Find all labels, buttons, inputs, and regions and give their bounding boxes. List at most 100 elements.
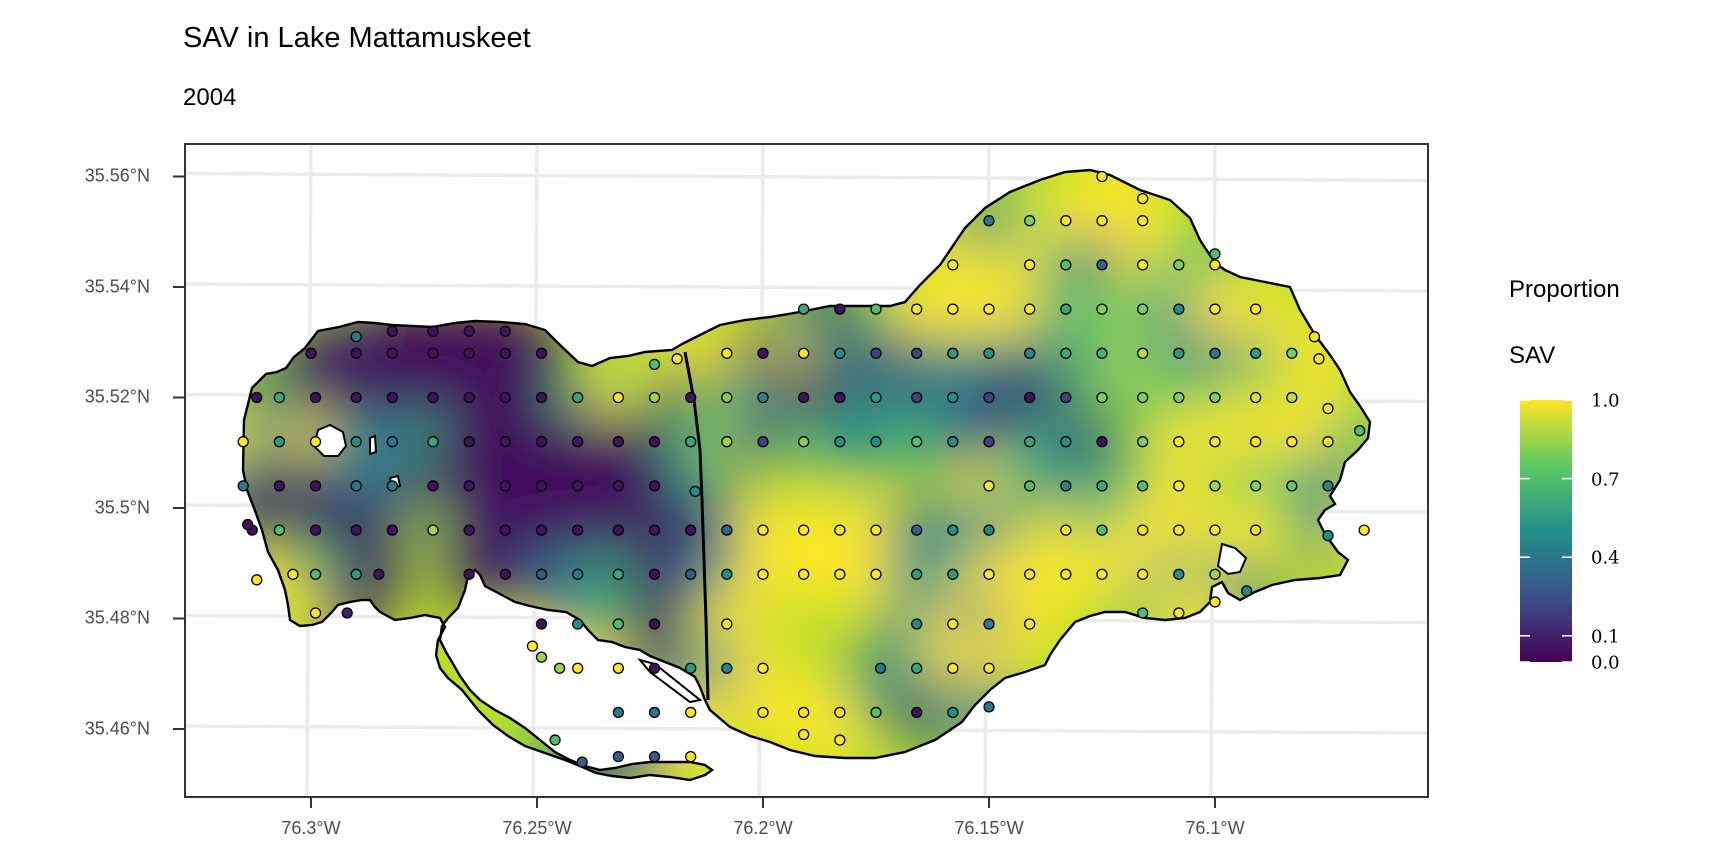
survey-point <box>1060 347 1072 359</box>
survey-point <box>612 568 625 580</box>
survey-point <box>798 436 810 448</box>
survey-point <box>983 215 995 227</box>
survey-point <box>251 574 263 586</box>
survey-point <box>1024 259 1036 271</box>
survey-point <box>757 436 769 448</box>
survey-point <box>1250 524 1262 536</box>
survey-point <box>1209 303 1221 315</box>
survey-point <box>757 568 769 580</box>
survey-point <box>1173 436 1185 448</box>
survey-point <box>463 568 475 580</box>
survey-point <box>1250 347 1262 359</box>
survey-point <box>648 358 661 371</box>
survey-point <box>947 436 959 448</box>
survey-point <box>685 524 697 536</box>
survey-point <box>1209 568 1221 580</box>
survey-point <box>798 303 810 315</box>
survey-point <box>983 436 995 448</box>
survey-point <box>350 480 362 492</box>
x-tick-label: 76.25°W <box>502 818 572 838</box>
survey-point <box>834 303 846 315</box>
survey-point <box>1209 436 1221 448</box>
survey-point <box>341 607 353 619</box>
survey-point <box>305 347 317 359</box>
survey-point <box>237 436 249 448</box>
survey-point <box>721 662 733 674</box>
y-tick-label: 35.56°N <box>84 165 150 186</box>
survey-point <box>983 618 995 630</box>
legend-tick-label: 0.7 <box>1591 469 1620 491</box>
survey-point <box>911 347 923 359</box>
survey-point <box>1137 607 1149 619</box>
survey-point <box>798 568 810 580</box>
survey-point <box>1096 391 1108 404</box>
survey-point <box>309 391 322 404</box>
survey-point <box>1096 303 1108 315</box>
survey-point <box>1313 353 1325 365</box>
survey-point <box>947 303 959 315</box>
survey-point <box>499 347 512 359</box>
survey-point <box>983 524 995 536</box>
survey-point <box>834 568 846 580</box>
survey-point <box>572 391 584 404</box>
survey-point <box>499 480 512 492</box>
survey-point <box>1137 391 1149 404</box>
survey-point <box>685 391 697 404</box>
survey-point <box>834 706 846 719</box>
x-tick-label: 76.2°W <box>733 818 793 838</box>
survey-point <box>798 391 810 404</box>
y-tick-label: 35.5°N <box>94 497 150 518</box>
survey-point <box>1137 192 1149 205</box>
survey-point <box>1250 303 1262 315</box>
survey-point <box>1209 259 1221 271</box>
survey-point <box>1209 391 1221 404</box>
survey-point <box>612 750 625 763</box>
survey-point <box>947 568 959 580</box>
survey-point <box>834 347 846 359</box>
survey-point <box>648 750 661 763</box>
survey-point <box>1096 568 1108 580</box>
survey-point <box>671 353 683 365</box>
y-tick-label: 35.48°N <box>84 607 150 628</box>
survey-point <box>553 662 566 674</box>
survey-point <box>947 347 959 359</box>
survey-point <box>1286 480 1298 492</box>
survey-point <box>499 524 512 536</box>
survey-point <box>685 706 697 719</box>
survey-point <box>572 662 584 674</box>
survey-point <box>757 706 769 719</box>
survey-point <box>947 259 959 271</box>
survey-point <box>1024 391 1036 404</box>
grid-line-latitude <box>184 171 1429 183</box>
survey-point <box>1024 215 1036 227</box>
survey-point <box>1060 436 1072 448</box>
survey-point <box>1096 436 1108 448</box>
survey-point <box>721 391 733 404</box>
survey-point <box>648 436 661 448</box>
survey-point <box>386 480 399 492</box>
survey-point <box>870 568 882 580</box>
survey-point <box>757 347 769 359</box>
y-tick-label: 35.52°N <box>84 386 150 407</box>
survey-point <box>309 568 322 580</box>
survey-point <box>1137 568 1149 580</box>
survey-point <box>1250 480 1262 492</box>
x-tick-label: 76.3°W <box>281 818 341 838</box>
survey-point <box>834 391 846 404</box>
survey-point <box>757 391 769 404</box>
survey-point <box>1137 436 1149 448</box>
survey-point <box>612 391 625 404</box>
survey-point <box>1060 480 1072 492</box>
legend-tick-label: 0.0 <box>1591 652 1620 674</box>
survey-point <box>576 756 588 768</box>
survey-point <box>273 436 286 448</box>
survey-point <box>648 524 661 536</box>
survey-point <box>911 706 923 719</box>
survey-point <box>721 568 733 580</box>
survey-point <box>870 436 882 448</box>
legend-title-line2: SAV <box>1509 342 1556 369</box>
survey-point <box>1173 259 1185 271</box>
survey-point <box>386 325 399 337</box>
survey-points <box>237 170 1370 768</box>
survey-point <box>798 728 810 741</box>
